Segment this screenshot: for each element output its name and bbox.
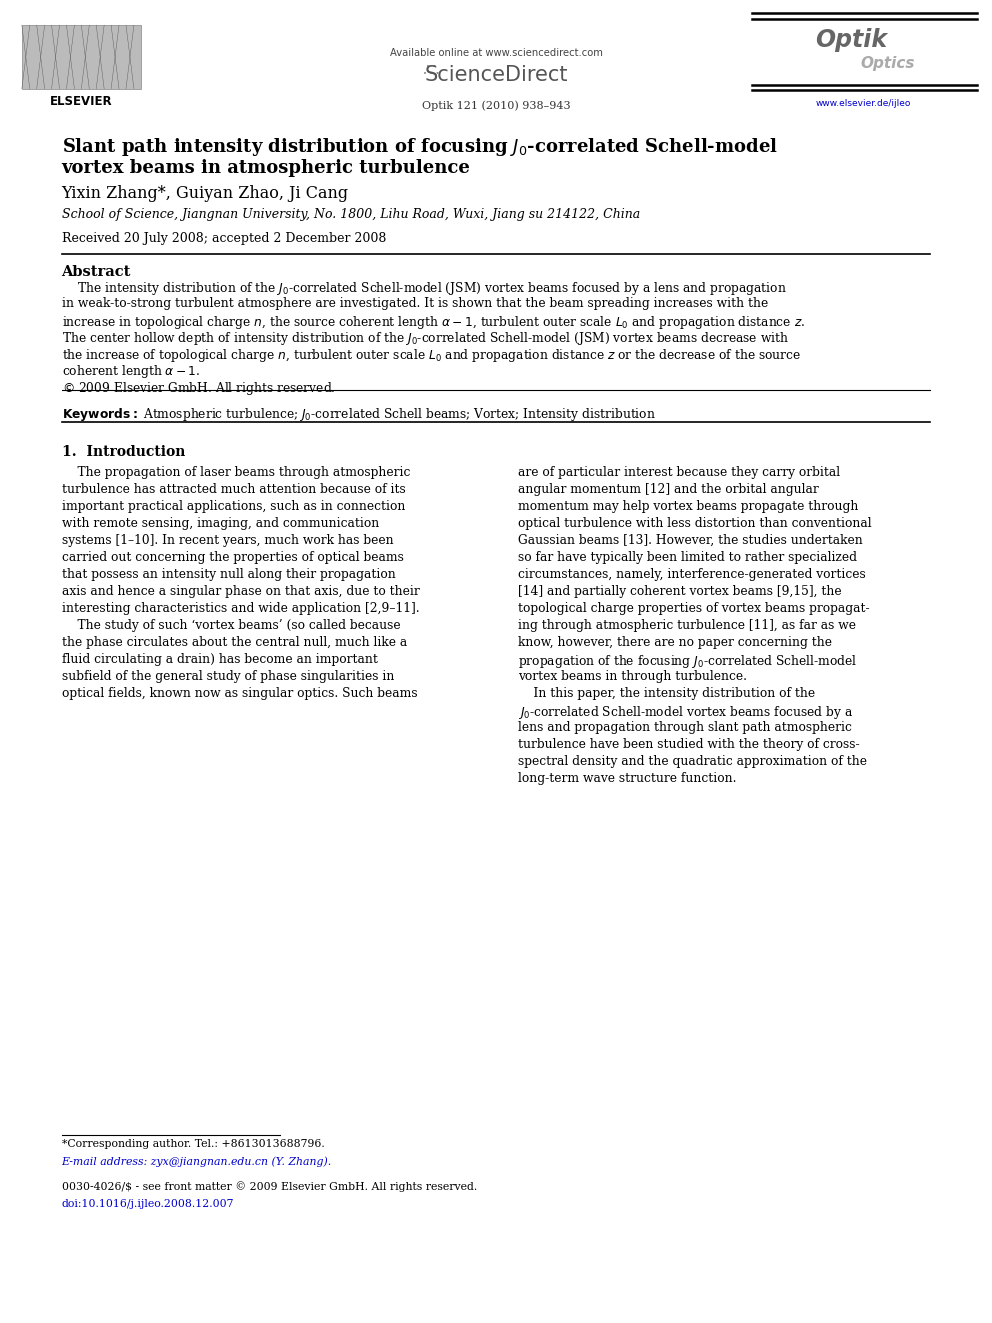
Text: angular momentum [12] and the orbital angular: angular momentum [12] and the orbital an… (518, 483, 818, 496)
Text: 1.  Introduction: 1. Introduction (62, 445, 185, 459)
Text: interesting characteristics and wide application [2,9–11].: interesting characteristics and wide app… (62, 602, 420, 615)
Text: important practical applications, such as in connection: important practical applications, such a… (62, 500, 405, 513)
Text: in weak-to-strong turbulent atmosphere are investigated. It is shown that the be: in weak-to-strong turbulent atmosphere a… (62, 296, 768, 310)
Text: know, however, there are no paper concerning the: know, however, there are no paper concer… (518, 635, 832, 648)
Text: Received 20 July 2008; accepted 2 December 2008: Received 20 July 2008; accepted 2 Decemb… (62, 232, 386, 245)
Text: vortex beams in atmospheric turbulence: vortex beams in atmospheric turbulence (62, 159, 470, 177)
Text: optical turbulence with less distortion than conventional: optical turbulence with less distortion … (518, 517, 871, 529)
Text: The intensity distribution of the $J_0$-correlated Schell-model (JSM) vortex bea: The intensity distribution of the $J_0$-… (62, 280, 787, 298)
Text: propagation of the focusing $J_0$-correlated Schell-model: propagation of the focusing $J_0$-correl… (518, 652, 857, 669)
Text: The propagation of laser beams through atmospheric: The propagation of laser beams through a… (62, 466, 410, 479)
Text: the phase circulates about the central null, much like a: the phase circulates about the central n… (62, 635, 407, 648)
Text: long-term wave structure function.: long-term wave structure function. (518, 771, 736, 785)
Text: coherent length $\alpha-1$.: coherent length $\alpha-1$. (62, 363, 200, 380)
Text: systems [1–10]. In recent years, much work has been: systems [1–10]. In recent years, much wo… (62, 533, 393, 546)
Text: The center hollow depth of intensity distribution of the $J_0$-correlated Schell: The center hollow depth of intensity dis… (62, 329, 789, 347)
Text: circumstances, namely, interference-generated vortices: circumstances, namely, interference-gene… (518, 568, 866, 581)
Text: fluid circulating a drain) has become an important: fluid circulating a drain) has become an… (62, 652, 377, 665)
Text: [14] and partially coherent vortex beams [9,15], the: [14] and partially coherent vortex beams… (518, 585, 841, 598)
Text: $\mathbf{Keywords:}$ Atmospheric turbulence; $J_0$-correlated Schell beams; Vort: $\mathbf{Keywords:}$ Atmospheric turbule… (62, 406, 656, 423)
Text: turbulence have been studied with the theory of cross-: turbulence have been studied with the th… (518, 738, 859, 750)
Text: • •
• • •: • • • • • (424, 64, 439, 77)
Text: Gaussian beams [13]. However, the studies undertaken: Gaussian beams [13]. However, the studie… (518, 533, 863, 546)
Text: Available online at www.sciencedirect.com: Available online at www.sciencedirect.co… (390, 48, 602, 58)
Text: that possess an intensity null along their propagation: that possess an intensity null along the… (62, 568, 395, 581)
Text: School of Science, Jiangnan University, No. 1800, Lihu Road, Wuxi, Jiang su 2141: School of Science, Jiangnan University, … (62, 208, 640, 221)
Text: carried out concerning the properties of optical beams: carried out concerning the properties of… (62, 550, 404, 564)
Text: the increase of topological charge $n$, turbulent outer scale $L_0$ and propagat: the increase of topological charge $n$, … (62, 347, 801, 364)
Text: subfield of the general study of phase singularities in: subfield of the general study of phase s… (62, 669, 394, 683)
Text: ScienceDirect: ScienceDirect (425, 65, 567, 85)
Text: momentum may help vortex beams propagate through: momentum may help vortex beams propagate… (518, 500, 858, 513)
Text: Yixin Zhang*, Guiyan Zhao, Ji Cang: Yixin Zhang*, Guiyan Zhao, Ji Cang (62, 185, 348, 202)
Text: Optics: Optics (861, 56, 915, 70)
Text: with remote sensing, imaging, and communication: with remote sensing, imaging, and commun… (62, 517, 379, 529)
Text: Slant path intensity distribution of focusing $J_0$-correlated Schell-model: Slant path intensity distribution of foc… (62, 136, 778, 159)
Text: vortex beams in through turbulence.: vortex beams in through turbulence. (518, 669, 747, 683)
Text: turbulence has attracted much attention because of its: turbulence has attracted much attention … (62, 483, 406, 496)
Text: $\copyright$ 2009 Elsevier GmbH. All rights reserved.: $\copyright$ 2009 Elsevier GmbH. All rig… (62, 380, 335, 397)
Text: www.elsevier.de/ijleo: www.elsevier.de/ijleo (815, 99, 911, 108)
Text: topological charge properties of vortex beams propagat-: topological charge properties of vortex … (518, 602, 869, 615)
Text: In this paper, the intensity distribution of the: In this paper, the intensity distributio… (518, 687, 815, 700)
Text: lens and propagation through slant path atmospheric: lens and propagation through slant path … (518, 721, 852, 734)
Text: The study of such ‘vortex beams’ (so called because: The study of such ‘vortex beams’ (so cal… (62, 619, 400, 631)
Text: spectral density and the quadratic approximation of the: spectral density and the quadratic appro… (518, 754, 867, 767)
Text: Optik 121 (2010) 938–943: Optik 121 (2010) 938–943 (422, 101, 570, 111)
Text: $J_0$-correlated Schell-model vortex beams focused by a: $J_0$-correlated Schell-model vortex bea… (518, 704, 853, 721)
Text: 0030-4026/$ - see front matter © 2009 Elsevier GmbH. All rights reserved.: 0030-4026/$ - see front matter © 2009 El… (62, 1181, 477, 1192)
Text: optical fields, known now as singular optics. Such beams: optical fields, known now as singular op… (62, 687, 417, 700)
Text: are of particular interest because they carry orbital: are of particular interest because they … (518, 466, 840, 479)
Text: ing through atmospheric turbulence [11], as far as we: ing through atmospheric turbulence [11],… (518, 619, 856, 631)
Text: Abstract: Abstract (62, 265, 131, 279)
Text: so far have typically been limited to rather specialized: so far have typically been limited to ra… (518, 550, 857, 564)
Text: ELSEVIER: ELSEVIER (50, 95, 113, 108)
Text: increase in topological charge $n$, the source coherent length $\alpha-1$, turbu: increase in topological charge $n$, the … (62, 314, 805, 331)
Text: E-mail address: zyx@jiangnan.edu.cn (Y. Zhang).: E-mail address: zyx@jiangnan.edu.cn (Y. … (62, 1156, 331, 1167)
FancyBboxPatch shape (22, 25, 141, 89)
Text: Optik: Optik (815, 28, 887, 52)
Text: *Corresponding author. Tel.: +8613013688796.: *Corresponding author. Tel.: +8613013688… (62, 1139, 324, 1150)
Text: axis and hence a singular phase on that axis, due to their: axis and hence a singular phase on that … (62, 585, 420, 598)
Text: doi:10.1016/j.ijleo.2008.12.007: doi:10.1016/j.ijleo.2008.12.007 (62, 1199, 234, 1209)
